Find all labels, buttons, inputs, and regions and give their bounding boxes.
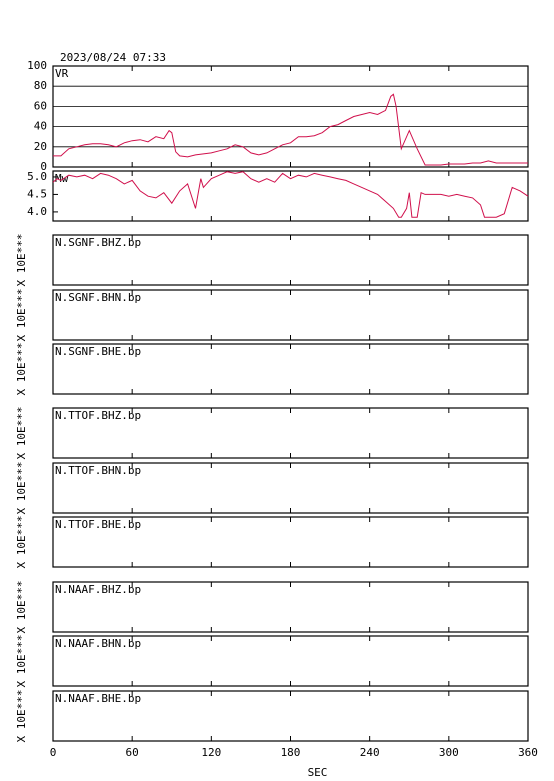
y-tick-label: 0 (40, 160, 47, 173)
x-tick-label: 120 (201, 746, 221, 759)
y-axis-label: X 10E*** (15, 343, 28, 396)
panel-frame (52, 65, 529, 168)
y-tick-label: 4.5 (27, 187, 47, 200)
y-tick-label: 5.0 (27, 170, 47, 183)
panel-label: N.TTOF.BHE.bp (55, 518, 141, 531)
panel-label: Mw (55, 172, 69, 185)
y-tick-label: 60 (34, 99, 47, 112)
y-axis-label: X 10E*** (15, 516, 28, 569)
x-tick-label: 60 (126, 746, 139, 759)
chart-title: 2023/08/24 07:33 (60, 51, 166, 64)
y-tick-label: 40 (34, 120, 47, 133)
data-line (53, 93, 528, 166)
y-axis-label: X 10E*** (15, 690, 28, 743)
y-axis-label: X 10E*** (15, 289, 28, 342)
panel-label: N.NAAF.BHN.bp (55, 637, 141, 650)
x-axis-label: SEC (308, 766, 328, 779)
y-axis-label: X 10E*** (15, 234, 28, 287)
x-tick-label: 240 (360, 746, 380, 759)
y-axis-label: X 10E*** (15, 581, 28, 634)
panel-label: N.NAAF.BHE.bp (55, 692, 141, 705)
panel-label: VR (55, 67, 69, 80)
x-tick-label: 180 (281, 746, 301, 759)
y-tick-label: 100 (27, 59, 47, 72)
y-axis-label: X 10E*** (15, 635, 28, 688)
y-axis-label: X 10E*** (15, 462, 28, 515)
y-tick-label: 20 (34, 140, 47, 153)
x-tick-label: 0 (50, 746, 57, 759)
panel-label: N.NAAF.BHZ.bp (55, 583, 141, 596)
panel-label: N.SGNF.BHN.bp (55, 291, 141, 304)
x-tick-label: 360 (518, 746, 538, 759)
y-tick-label: 4.0 (27, 205, 47, 218)
panel-label: N.SGNF.BHZ.bp (55, 236, 141, 249)
x-tick-label: 300 (439, 746, 459, 759)
panel-label: N.SGNF.BHE.bp (55, 345, 141, 358)
panel-label: N.TTOF.BHN.bp (55, 464, 141, 477)
data-line (52, 171, 529, 218)
panel-label: N.TTOF.BHZ.bp (55, 409, 141, 422)
y-axis-label: X 10E*** (15, 407, 28, 460)
y-tick-label: 80 (34, 79, 47, 92)
